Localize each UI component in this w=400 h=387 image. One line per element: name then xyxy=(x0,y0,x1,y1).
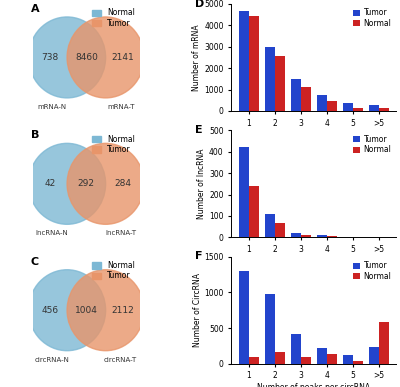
Y-axis label: Number of lncRNA: Number of lncRNA xyxy=(197,149,206,219)
Text: 2141: 2141 xyxy=(111,53,134,62)
Bar xyxy=(291,79,301,111)
X-axis label: Number of peaks per lncRNA: Number of peaks per lncRNA xyxy=(258,257,369,266)
Bar xyxy=(343,355,353,364)
Ellipse shape xyxy=(67,270,144,351)
Bar xyxy=(265,294,275,364)
Text: 284: 284 xyxy=(114,179,131,188)
Legend: Tumor, Normal: Tumor, Normal xyxy=(352,134,392,155)
Text: 8460: 8460 xyxy=(75,53,98,62)
Bar xyxy=(291,334,301,364)
Text: 42: 42 xyxy=(44,179,56,188)
Bar xyxy=(265,214,275,237)
Text: 2112: 2112 xyxy=(111,306,134,315)
Bar xyxy=(327,101,336,111)
Text: F: F xyxy=(195,251,202,261)
Bar xyxy=(239,11,249,111)
Bar xyxy=(275,223,284,237)
Text: A: A xyxy=(31,4,39,14)
Legend: Normal, Tumor: Normal, Tumor xyxy=(92,8,136,28)
Ellipse shape xyxy=(67,143,144,224)
Bar xyxy=(379,322,388,364)
Text: 1004: 1004 xyxy=(75,306,98,315)
Bar xyxy=(317,235,327,237)
Bar xyxy=(249,15,258,111)
Bar xyxy=(353,361,362,364)
Bar xyxy=(301,235,310,237)
Text: lncRNA-N: lncRNA-N xyxy=(36,230,68,236)
Text: mRNA-T: mRNA-T xyxy=(107,104,134,110)
Y-axis label: Number of CircRNA: Number of CircRNA xyxy=(192,273,202,347)
X-axis label: Number of peaks per mRNA: Number of peaks per mRNA xyxy=(260,130,367,139)
Bar xyxy=(343,103,353,111)
Ellipse shape xyxy=(28,143,106,224)
Bar xyxy=(249,186,258,237)
Text: mRNA-N: mRNA-N xyxy=(38,104,67,110)
Bar xyxy=(369,348,379,364)
Text: circRNA-N: circRNA-N xyxy=(35,357,70,363)
Bar xyxy=(275,352,284,364)
Bar xyxy=(265,47,275,111)
Bar xyxy=(379,108,388,111)
Legend: Normal, Tumor: Normal, Tumor xyxy=(92,260,136,281)
Bar xyxy=(239,147,249,237)
Text: B: B xyxy=(31,130,39,140)
Bar xyxy=(249,357,258,364)
Y-axis label: Number of mRNA: Number of mRNA xyxy=(192,24,201,91)
Bar xyxy=(369,105,379,111)
Text: D: D xyxy=(195,0,204,9)
Text: circRNA-T: circRNA-T xyxy=(104,357,137,363)
Legend: Tumor, Normal: Tumor, Normal xyxy=(352,8,392,29)
Ellipse shape xyxy=(28,270,106,351)
Bar xyxy=(291,233,301,237)
Bar xyxy=(301,87,310,111)
Bar xyxy=(317,348,327,364)
Ellipse shape xyxy=(28,17,106,98)
Bar xyxy=(275,57,284,111)
Text: C: C xyxy=(31,257,39,267)
Bar xyxy=(317,95,327,111)
Bar xyxy=(327,354,336,364)
Bar xyxy=(239,271,249,364)
Text: E: E xyxy=(195,125,203,135)
Bar xyxy=(327,236,336,237)
X-axis label: Number of peaks per circRNA: Number of peaks per circRNA xyxy=(257,383,370,387)
Bar xyxy=(301,357,310,364)
Text: 738: 738 xyxy=(41,53,58,62)
Text: 292: 292 xyxy=(78,179,95,188)
Legend: Tumor, Normal: Tumor, Normal xyxy=(352,260,392,281)
Text: 456: 456 xyxy=(41,306,58,315)
Legend: Normal, Tumor: Normal, Tumor xyxy=(92,134,136,155)
Ellipse shape xyxy=(67,17,144,98)
Text: lncRNA-T: lncRNA-T xyxy=(105,230,136,236)
Bar xyxy=(353,108,362,111)
